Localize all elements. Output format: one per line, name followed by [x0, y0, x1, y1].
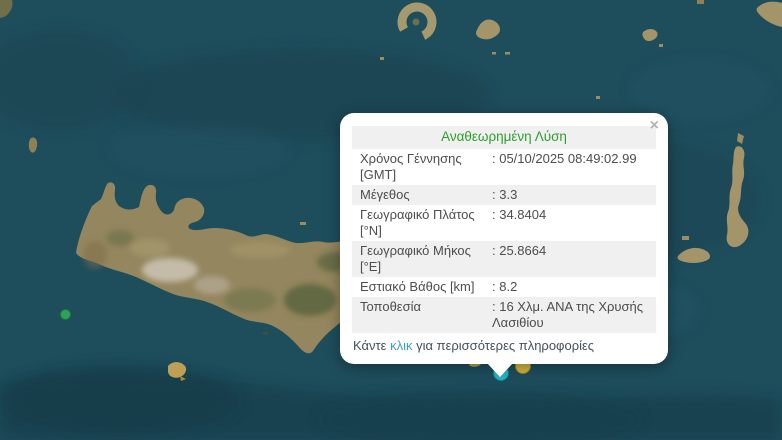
- popup-tail: [487, 363, 513, 377]
- astypalaia-island: [642, 29, 658, 42]
- table-row-origin-time: Χρόνος Γέννησης [GMT] : 05/10/2025 08:49…: [352, 149, 656, 185]
- table-row-magnitude: Μέγεθος : 3.3: [352, 185, 656, 205]
- islands: [0, 0, 782, 381]
- row-label: Χρόνος Γέννησης [GMT]: [360, 151, 462, 182]
- row-label: Εστιακό Βάθος [km]: [360, 279, 475, 294]
- row-value: : 16 Χλμ. ΑΝΑ της Χρυσής Λασιθίου: [492, 299, 644, 330]
- row-value: : 8.2: [492, 279, 518, 294]
- more-info-link[interactable]: κλικ: [390, 338, 413, 353]
- row-value: : 05/10/2025 08:49:02.99: [492, 151, 637, 166]
- table-row-depth: Εστιακό Βάθος [km] : 8.2: [352, 277, 656, 297]
- footer-text-suffix: για περισσότερες πληροφορίες: [412, 338, 595, 353]
- table-row-latitude: Γεωγραφικό Πλάτος [°N] : 34.8404: [352, 205, 656, 241]
- row-label: Τοποθεσία: [360, 299, 422, 314]
- karpathos-island: [726, 146, 749, 248]
- topright-island: [756, 1, 782, 28]
- row-label: Γεωγραφικό Μήκος [°E]: [360, 243, 471, 274]
- table-row-longitude: Γεωγραφικό Μήκος [°E] : 25.8664: [352, 241, 656, 277]
- popup-title: Αναθεωρημένη Λύση: [352, 126, 656, 149]
- santorini-island: [397, 2, 437, 42]
- earthquake-info-popup: × Αναθεωρημένη Λύση Χρόνος Γέννησης [GMT…: [340, 113, 668, 377]
- popup-table: Χρόνος Γέννησης [GMT] : 05/10/2025 08:49…: [352, 149, 656, 333]
- row-label: Μέγεθος: [360, 187, 410, 202]
- gavdos-island: [168, 362, 187, 378]
- close-icon[interactable]: ×: [649, 117, 659, 134]
- row-value: : 3.3: [492, 187, 518, 202]
- crete-island: [76, 182, 372, 354]
- corner-island: [0, 0, 13, 18]
- kasos-island: [677, 247, 711, 263]
- row-value: : 34.8404: [492, 207, 547, 222]
- row-value: : 25.8664: [492, 243, 547, 258]
- footer-text-prefix: Κάντε: [353, 338, 391, 353]
- antikythera-island: [28, 137, 38, 153]
- row-label: Γεωγραφικό Πλάτος [°N]: [360, 207, 475, 238]
- earthquake-marker-green[interactable]: [59, 308, 71, 320]
- anafi-island: [476, 19, 501, 40]
- popup-footer: Κάντε κλικ για περισσότερες πληροφορίες: [352, 333, 656, 356]
- table-row-location: Τοποθεσία : 16 Χλμ. ΑΝΑ της Χρυσής Λασιθ…: [352, 297, 656, 333]
